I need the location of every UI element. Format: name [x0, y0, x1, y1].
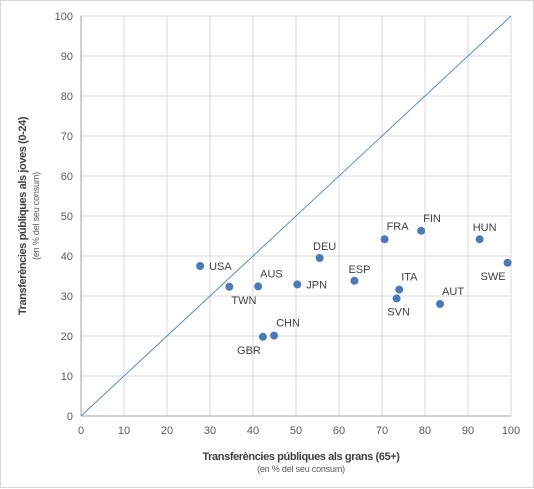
- point-label-chn: CHN: [276, 318, 300, 330]
- data-point-hun: [475, 235, 484, 244]
- x-tick-label: 80: [419, 425, 431, 437]
- reference-diagonal-line: [80, 15, 512, 417]
- point-label-twn: TWN: [231, 295, 256, 307]
- data-point-swe: [503, 258, 512, 267]
- x-axis-title: Transferències públiques als grans (65+): [202, 451, 400, 463]
- y-tick-label: 0: [67, 411, 73, 423]
- tick-labels: 0 10 20 30 40 50 60 70 80 90 100 0 10 20 30 40 50 60 70 80 9…: [55, 11, 521, 437]
- data-point-aut: [436, 300, 445, 308]
- y-axis-subtitle: (en % del seu consum): [31, 172, 41, 260]
- point-label-esp: ESP: [348, 264, 370, 276]
- data-point-deu: [315, 254, 324, 262]
- x-tick-label: 30: [204, 425, 216, 437]
- data-point-jpn: [293, 280, 302, 289]
- x-tick-label: 20: [161, 425, 173, 437]
- data-point-twn: [225, 282, 234, 291]
- x-tick-label: 50: [290, 425, 302, 437]
- grid-lines: [81, 15, 512, 416]
- y-tick-label: 90: [61, 51, 73, 63]
- data-point-ita: [395, 285, 404, 294]
- data-point-chn: [270, 331, 279, 340]
- data-point-fra: [380, 235, 389, 244]
- point-label-fra: FRA: [387, 221, 410, 233]
- y-tick-label: 10: [61, 371, 73, 383]
- point-label-usa: USA: [209, 261, 232, 273]
- y-tick-label: 20: [61, 331, 73, 343]
- data-point-esp: [350, 276, 359, 285]
- axes: [80, 16, 511, 417]
- data-point-aus: [254, 282, 263, 291]
- y-tick-label: 30: [61, 291, 73, 303]
- data-point-svn: [392, 294, 401, 303]
- data-point-fin: [417, 226, 426, 235]
- data-point-gbr: [258, 332, 267, 341]
- point-label-swe: SWE: [480, 271, 505, 283]
- y-tick-label: 100: [55, 11, 73, 23]
- point-label-deu: DEU: [313, 241, 336, 253]
- point-label-aut: AUT: [442, 286, 464, 298]
- x-tick-label: 70: [376, 425, 388, 437]
- x-tick-label: 100: [502, 425, 520, 437]
- x-tick-label: 90: [462, 425, 474, 437]
- point-label-jpn: JPN: [306, 279, 327, 291]
- point-label-hun: HUN: [473, 222, 497, 234]
- data-point-usa: [196, 262, 205, 270]
- point-label-ita: ITA: [401, 272, 418, 284]
- y-tick-label: 60: [61, 171, 73, 183]
- y-tick-label: 50: [61, 211, 73, 223]
- x-tick-label: 40: [247, 425, 259, 437]
- y-tick-label: 40: [61, 251, 73, 263]
- x-tick-label: 60: [333, 425, 345, 437]
- x-tick-label: 0: [78, 425, 84, 437]
- data-points: [196, 226, 512, 341]
- x-tick-label: 10: [118, 425, 130, 437]
- y-tick-label: 70: [61, 131, 73, 143]
- point-label-svn: SVN: [387, 306, 410, 318]
- x-axis-subtitle: (en % del seu consum): [257, 464, 345, 474]
- point-label-aus: AUS: [260, 268, 283, 280]
- point-label-fin: FIN: [423, 213, 441, 225]
- point-label-gbr: GBR: [237, 345, 261, 357]
- point-labels: USA TWN AUS GBR CHN JPN DEU ESP FRA ITA SVN FIN AUT H…: [209, 213, 505, 357]
- y-tick-label: 80: [61, 91, 73, 103]
- y-axis-title: Transferències públiques als joves (0-24…: [17, 116, 29, 315]
